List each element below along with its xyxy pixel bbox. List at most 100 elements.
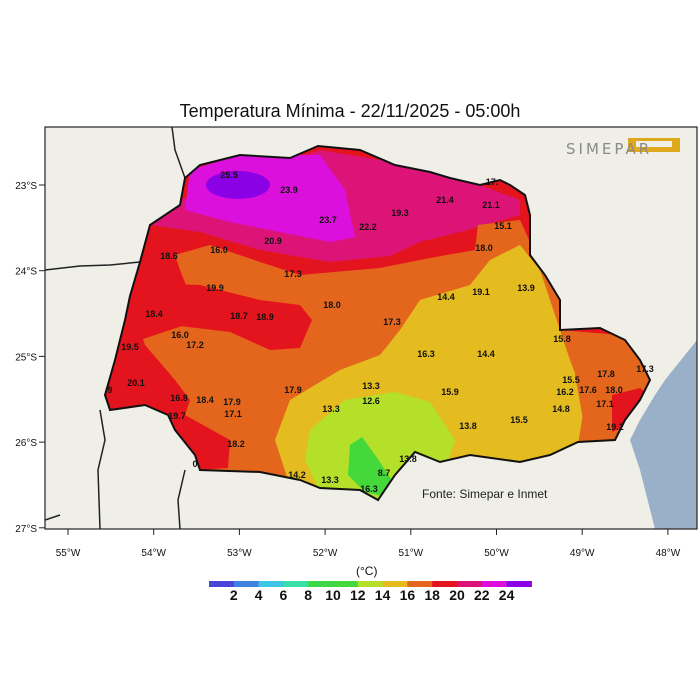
lon-tick-label: 49°W [570,548,595,559]
station-value: 13.3 [362,381,380,391]
station-value: 13.3 [322,404,340,414]
lat-tick-label: 27°S [15,524,37,535]
legend-label: 20 [449,587,465,603]
station-value: 16.0 [171,330,189,340]
legend-label: 12 [350,587,366,603]
station-value: 17.6 [579,385,597,395]
legend-swatch [333,581,359,587]
station-value: 0 [192,459,197,469]
legend-swatch [258,581,284,587]
logo-graphic [628,138,680,152]
station-value: 15.5 [562,375,580,385]
lon-tick-label: 50°W [484,548,509,559]
lon-tick-label: 52°W [313,548,338,559]
legend-label: 4 [254,587,263,603]
station-value: 19.5 [121,342,139,352]
station-value: 16.3 [417,349,435,359]
station-value: 25.5 [220,170,238,180]
legend-label: 8 [304,587,313,603]
lat-tick-label: 26°S [15,438,37,449]
map-title: Temperatura Mínima - 22/11/2025 - 05:00h [179,101,521,121]
station-value: 17.3 [636,364,654,374]
station-value: 15.1 [494,221,512,231]
station-value: 20.9 [264,236,282,246]
map-frame [44,126,698,530]
station-value: 19.2 [606,422,624,432]
station-value: 14.4 [437,292,455,302]
station-value: 21.1 [482,200,500,210]
ocean [630,340,697,529]
legend-unit: (°C) [356,564,378,578]
station-value: 17.3 [284,269,302,279]
station-value: 18.0 [605,385,623,395]
station-value: 19.3 [391,208,409,218]
station-value: 21.4 [436,195,454,205]
station-value: 18.4 [196,395,214,405]
station-value: 22.2 [359,222,377,232]
legend-swatch [481,581,508,587]
legend-swatch [457,581,483,587]
legend-swatch [308,581,334,587]
station-value: 18.6 [160,251,178,261]
station-value: 17.2 [186,340,204,350]
source-note: Fonte: Simepar e Inmet [422,487,548,501]
legend-swatch [357,581,384,587]
station-labels: 25.5 23.9 23.7 22.2 20.9 19.3 21.4 21.1 17. 15.1 1… [107,170,653,494]
station-value: 13.8 [399,454,417,464]
lat-tick-label: 23°S [15,181,37,192]
station-value: 15.9 [441,387,459,397]
state-border [103,144,652,502]
station-value: 17.9 [284,385,302,395]
station-value: 14.8 [552,404,570,414]
station-value: 16.8 [170,393,188,403]
station-value: 9 [107,385,112,395]
station-value: 18.4 [145,309,163,319]
station-value: 23.7 [319,215,337,225]
legend-label: 22 [474,587,490,603]
station-value: 13.9 [517,283,535,293]
station-value: 18.0 [475,243,493,253]
legend-label: 24 [498,587,515,603]
legend-swatch [407,581,433,587]
station-value: 13.3 [321,475,339,485]
legend-swatch [432,581,458,587]
station-value: 20.1 [127,378,145,388]
lon-tick-label: 48°W [656,548,681,559]
legend-label: 18 [424,587,440,603]
station-value: 23.9 [280,185,298,195]
station-value: 12.6 [362,396,380,406]
station-value: 16.0 [210,245,228,255]
legend-colorbar [209,581,532,587]
legend-label: 2 [229,587,238,603]
legend-swatch [283,581,309,587]
station-value: 18.7 [230,311,248,321]
legend-swatch [382,581,408,587]
station-value: 17. [486,177,499,187]
axis-ticks: 55°W 54°W 53°W 52°W 51°W 50°W 49°W 48°W 23°S 24°S… [15,181,681,559]
simepar-logo: SIMEPAR [566,140,653,158]
station-value: 18.2 [227,439,245,449]
station-value: 15.8 [553,334,571,344]
station-value: 17.1 [224,409,242,419]
lat-tick-label: 25°S [15,352,37,363]
station-value: 15.5 [510,415,528,425]
lon-tick-label: 51°W [399,548,424,559]
legend-label: 16 [399,587,416,603]
legend-label: 14 [374,587,391,603]
legend-label: 6 [279,587,288,603]
legend-swatch [506,581,532,587]
legend-label: 10 [325,587,341,603]
station-value: 14.4 [477,349,495,359]
station-value: 19.1 [472,287,490,297]
lon-tick-label: 55°W [56,548,81,559]
lat-tick-label: 24°S [15,267,37,278]
neighbor-borders [45,127,186,529]
station-value: 17.3 [383,317,401,327]
station-value: 14.2 [288,470,306,480]
station-value: 19.9 [206,283,224,293]
station-value: 8.7 [378,468,391,478]
legend-swatch [209,581,235,587]
station-value: 18.0 [323,300,341,310]
legend-swatch [233,581,260,587]
